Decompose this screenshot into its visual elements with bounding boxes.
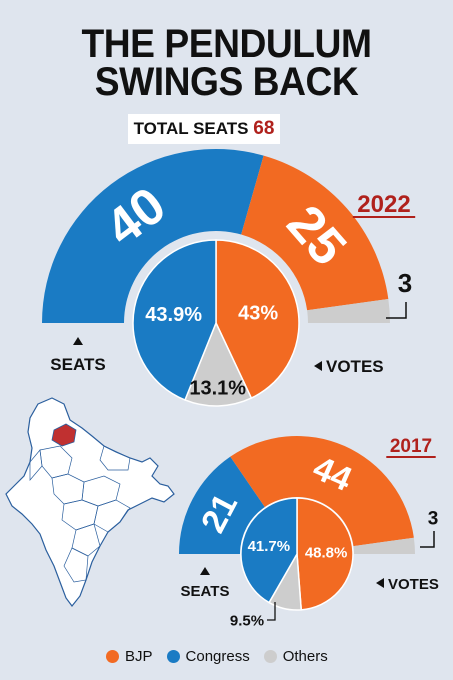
page-title-line2: SWINGS BACK xyxy=(94,60,359,104)
legend-swatch-others xyxy=(263,649,277,663)
india-map-outline xyxy=(5,397,175,607)
page-title-line1: THE PENDULUM xyxy=(81,22,372,66)
seat-arc-others-2022 xyxy=(307,298,390,323)
legend-item-congress: Congress xyxy=(166,647,250,665)
india-map xyxy=(5,397,175,607)
vote-label-others-2017: 9.5% xyxy=(230,613,264,630)
vote-label-congress-2022: 43.9% xyxy=(145,304,202,326)
legend-label-congress: Congress xyxy=(185,647,250,665)
seat-leader-others-2022 xyxy=(386,302,407,319)
total-seats-label: TOTAL SEATS xyxy=(133,119,249,138)
vote-label-congress-2017: 41.7% xyxy=(248,538,291,555)
highlighted-state-marker xyxy=(51,423,77,447)
seat-arc-bjp-2022 xyxy=(241,155,389,311)
vote-slice-others-2022 xyxy=(183,321,253,407)
votes-arrow-icon-2022 xyxy=(314,361,322,371)
seat-arc-bjp-2017 xyxy=(230,436,414,547)
total-seats-value: 68 xyxy=(253,118,275,139)
seats-label-2017: SEATS xyxy=(181,583,230,600)
legend-label-bjp: BJP xyxy=(125,647,153,665)
legend: BJP Congress Others xyxy=(106,645,342,667)
seats-arrow-icon-2022 xyxy=(73,337,83,345)
vote-label-bjp-2017: 48.8% xyxy=(305,544,348,561)
seats-label-2022: SEATS xyxy=(50,355,105,374)
vote-label-others-2022: 13.1% xyxy=(189,377,246,399)
india-map-state-border xyxy=(63,547,89,583)
india-map-state-border xyxy=(29,449,43,481)
legend-swatch-congress xyxy=(166,649,180,663)
year-label-2022: 2022 xyxy=(357,191,410,218)
votes-label-2022: VOTES xyxy=(326,357,384,376)
vote-slice-bjp-2022 xyxy=(215,239,300,400)
total-seats-box: TOTAL SEATS 68 xyxy=(128,114,280,144)
vote-slice-congress-2022 xyxy=(132,239,217,401)
vote-label-bjp-2022: 43% xyxy=(238,303,278,325)
india-map-state-border xyxy=(71,523,101,557)
legend-label-others: Others xyxy=(282,647,328,665)
vote-slice-congress-2017 xyxy=(240,497,298,604)
seat-leader-others-2017 xyxy=(420,531,435,548)
seat-arc-congress-2022 xyxy=(42,148,264,323)
vote-slice-bjp-2017 xyxy=(296,497,354,611)
legend-item-others: Others xyxy=(263,647,328,665)
seat-label-others-2017: 3 xyxy=(428,509,439,530)
year-label-2017: 2017 xyxy=(390,436,432,457)
seat-arc-congress-2017 xyxy=(179,456,265,554)
votes-arrow-icon-2017 xyxy=(376,578,384,588)
votes-label-2017: VOTES xyxy=(388,576,439,593)
seat-label-others-2022: 3 xyxy=(398,268,412,298)
legend-item-bjp: BJP xyxy=(106,648,153,665)
india-map-state-border xyxy=(99,445,131,471)
seat-arc-others-2017 xyxy=(353,537,415,554)
seats-arrow-icon-2017 xyxy=(200,567,210,575)
legend-swatch-bjp xyxy=(106,649,119,663)
vote-leader-others-2017 xyxy=(267,602,276,621)
